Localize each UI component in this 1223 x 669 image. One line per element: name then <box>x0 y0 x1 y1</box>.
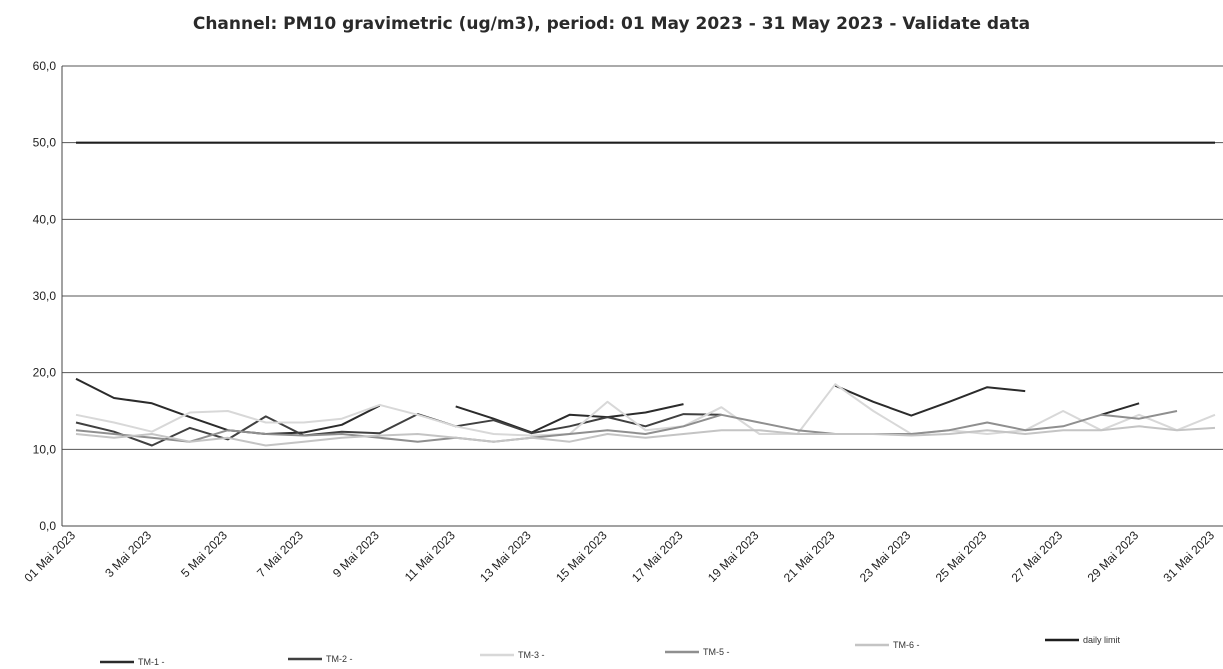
legend-label: daily limit <box>1083 635 1121 645</box>
x-tick-label: 21 Mai 2023 <box>781 528 838 585</box>
legend-label: TM-1 - <box>138 657 165 667</box>
x-tick-label: 25 Mai 2023 <box>933 528 990 585</box>
legend-label: TM-6 - <box>893 640 920 650</box>
legend-item: TM-1 - <box>100 657 165 667</box>
x-tick-label: 9 Mai 2023 <box>330 528 382 580</box>
y-tick-label: 20,0 <box>33 366 57 380</box>
series-line-tm-6 <box>75 425 1216 447</box>
legend-label: TM-3 - <box>518 650 545 660</box>
y-tick-label: 0,0 <box>39 519 56 533</box>
x-tick-label: 23 Mai 2023 <box>857 528 914 585</box>
y-tick-label: 50,0 <box>33 136 57 150</box>
legend-label: TM-5 - <box>703 647 730 657</box>
y-tick-label: 40,0 <box>33 212 57 226</box>
legend-item: TM-3 - <box>480 650 545 660</box>
x-tick-label: 29 Mai 2023 <box>1085 528 1142 585</box>
axes <box>61 66 1223 527</box>
y-tick-label: 60,0 <box>33 59 57 73</box>
legend-item: TM-2 - <box>288 654 353 664</box>
series-lines <box>75 141 1216 447</box>
legend-item: daily limit <box>1045 635 1121 645</box>
legend: TM-1 - TM-2 - TM-3 - TM-5 - TM-6 - daily limi… <box>100 635 1121 667</box>
x-tick-label: 19 Mai 2023 <box>705 528 762 585</box>
x-tick-label: 27 Mai 2023 <box>1009 528 1066 585</box>
x-axis-tick-labels: 01 Mai 2023 3 Mai 2023 5 Mai 2023 7 Mai 202… <box>22 528 1218 585</box>
x-tick-label: 17 Mai 2023 <box>629 528 686 585</box>
legend-item: TM-5 - <box>665 647 730 657</box>
x-tick-label: 7 Mai 2023 <box>254 528 306 580</box>
x-tick-label: 15 Mai 2023 <box>553 528 610 585</box>
x-tick-label: 5 Mai 2023 <box>178 528 230 580</box>
series-line-tm-5 <box>75 410 1178 443</box>
x-tick-label: 11 Mai 2023 <box>402 528 458 584</box>
x-tick-label: 3 Mai 2023 <box>102 528 154 580</box>
x-tick-label: 31 Mai 2023 <box>1161 528 1218 585</box>
y-tick-label: 30,0 <box>33 289 57 303</box>
x-tick-label: 13 Mai 2023 <box>477 528 534 585</box>
gridlines <box>62 65 1223 450</box>
y-axis-tick-labels: 0,0 10,0 20,0 30,0 40,0 50,0 60,0 <box>33 59 57 533</box>
legend-item: TM-6 - <box>855 640 920 650</box>
legend-label: TM-2 - <box>326 654 353 664</box>
series-line-tm-1 <box>75 377 1140 435</box>
chart-title: Channel: PM10 gravimetric (ug/m3), perio… <box>192 14 1031 34</box>
x-tick-label: 01 Mai 2023 <box>22 528 79 585</box>
y-tick-label: 10,0 <box>33 442 57 456</box>
